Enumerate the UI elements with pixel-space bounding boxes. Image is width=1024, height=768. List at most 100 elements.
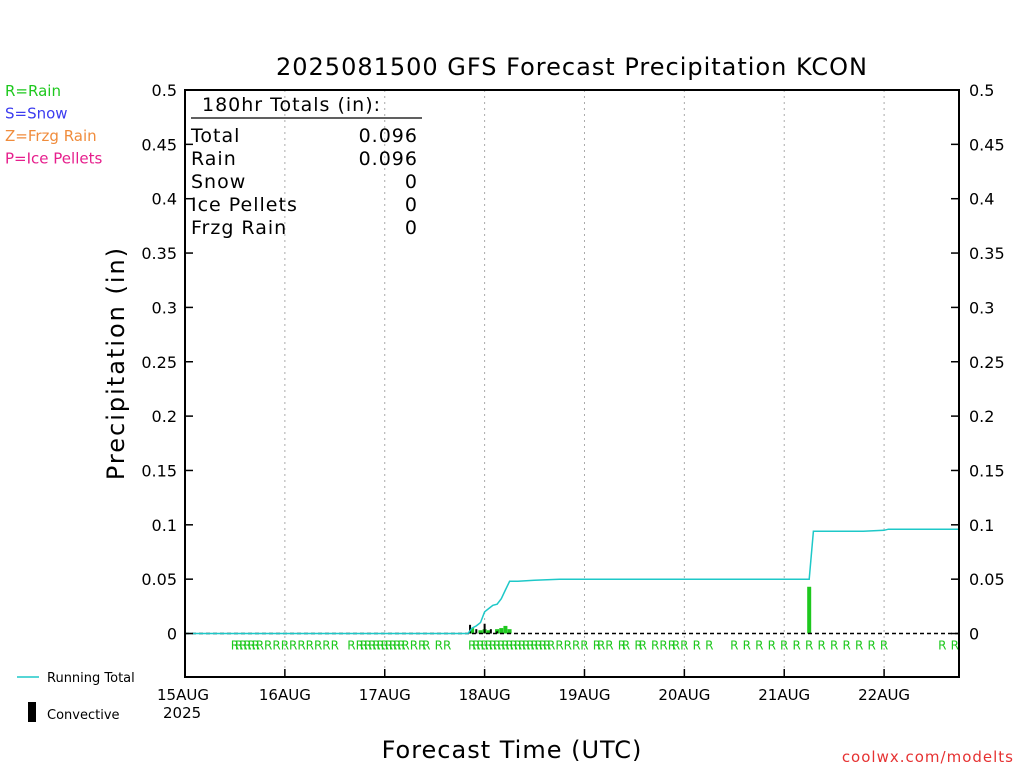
ptype-marker: R	[485, 639, 493, 653]
ptype-marker: R	[793, 639, 801, 653]
ptype-marker: R	[264, 639, 272, 653]
ptype-marker: R	[376, 639, 384, 653]
convective-bar	[489, 629, 492, 634]
ptype-marker: R	[867, 639, 875, 653]
ptype-marker: R	[368, 639, 376, 653]
totals-row-value: 0	[405, 171, 418, 193]
x-tick-label: 19AUG	[559, 686, 611, 704]
ptype-marker: R	[842, 639, 850, 653]
ptype-marker: R	[780, 639, 788, 653]
x-tick-label: 21AUG	[758, 686, 810, 704]
ptype-marker: R	[855, 639, 863, 653]
ptype-marker: R	[510, 639, 518, 653]
y-tick-label-left: 0.35	[141, 244, 177, 263]
y-tick-label-right: 0.3	[969, 298, 994, 317]
totals-row-value: 0	[405, 194, 418, 216]
ptype-marker: R	[501, 639, 509, 653]
ptype-marker: R	[693, 639, 701, 653]
ptype-marker: R	[639, 639, 647, 653]
ptype-marker: R	[235, 639, 243, 653]
x-axis-label: Forecast Time (UTC)	[382, 736, 643, 764]
ptype-marker: R	[547, 639, 555, 653]
ptype-marker: R	[468, 639, 476, 653]
legend-entry-ptype: Z=Frzg Rain	[5, 127, 97, 145]
totals-row-label: Snow	[191, 171, 246, 193]
ptype-marker: R	[497, 639, 505, 653]
ptype-marker: R	[393, 639, 401, 653]
y-tick-label-left: 0.1	[152, 516, 177, 535]
precip-type-legend: R=Rain S=Snow Z=Frzg Rain P=Ice Pellets	[5, 82, 102, 168]
legend-entry-ptype: S=Snow	[5, 105, 68, 123]
ptype-marker: R	[322, 639, 330, 653]
ptype-marker: R	[818, 639, 826, 653]
ptype-marker: R	[331, 639, 339, 653]
precipitation-bars	[470, 586, 812, 634]
y-tick-label-right: 0.4	[969, 190, 994, 209]
precip-bar	[478, 630, 483, 634]
ptype-marker: R	[572, 639, 580, 653]
y-tick-label-right: 0.5	[969, 81, 994, 100]
ptype-marker: R	[580, 639, 588, 653]
convective-bar	[475, 629, 478, 634]
convective-bars	[469, 623, 499, 634]
ptype-marker: R	[543, 639, 551, 653]
totals-row-label: Frzg Rain	[191, 217, 287, 239]
ptype-marker: R	[360, 639, 368, 653]
x-tick-label: 22AUG	[858, 686, 910, 704]
ptype-marker: R	[605, 639, 613, 653]
ptype-marker: R	[347, 639, 355, 653]
ptype-marker: R	[472, 639, 480, 653]
grid-lines	[284, 90, 885, 677]
ptype-marker: R	[705, 639, 713, 653]
convective-bar	[496, 631, 499, 634]
series-legend: Running Total Convective	[17, 671, 135, 723]
y-tick-label-left: 0.3	[152, 298, 177, 317]
ptype-marker: R	[597, 639, 605, 653]
ptype-marker: R	[951, 639, 959, 653]
y-tick-label-left: 0.4	[152, 190, 177, 209]
totals-box: 180hr Totals (in): Total 0.096 Rain 0.096 Sno…	[190, 94, 422, 239]
ptype-marker: R	[668, 639, 676, 653]
running-total-series	[185, 528, 959, 635]
legend-entry-ptype: P=Ice Pellets	[5, 150, 102, 168]
ptype-marker: R	[505, 639, 513, 653]
ptype-marker: R	[522, 639, 530, 653]
y-tick-label-right: 0.25	[969, 353, 1005, 372]
ptype-marker: R	[389, 639, 397, 653]
legend-entry-ptype: R=Rain	[5, 82, 61, 100]
year-label: 2025	[163, 704, 201, 722]
ptype-marker: R	[247, 639, 255, 653]
totals-row-value: 0	[405, 217, 418, 239]
precip-bar	[486, 630, 491, 634]
ptype-marker: R	[755, 639, 763, 653]
y-tick-label-right: 0.05	[969, 570, 1005, 589]
ptype-marker: R	[530, 639, 538, 653]
plot-frame	[184, 89, 960, 678]
y-tick-label-left: 0	[167, 625, 177, 644]
ptype-marker: R	[480, 639, 488, 653]
ptype-marker: R	[539, 639, 547, 653]
ptype-marker: R	[555, 639, 563, 653]
ptype-marker: R	[297, 639, 305, 653]
y-tick-label-right: 0.1	[969, 516, 994, 535]
precip-bar	[807, 586, 812, 634]
ptype-marker: R	[526, 639, 534, 653]
ptype-marker: R	[493, 639, 501, 653]
precip-bar	[503, 625, 508, 634]
ptype-marker: R	[672, 639, 680, 653]
y-tick-label-right: 0.35	[969, 244, 1005, 263]
y-tick-label-right: 0.15	[969, 461, 1005, 480]
watermark: coolwx.com/modelts	[842, 748, 1014, 766]
ptype-marker: R	[372, 639, 380, 653]
y-tick-label-left: 0.25	[141, 353, 177, 372]
ptype-marker: R	[680, 639, 688, 653]
ptype-marker: R	[418, 639, 426, 653]
y-axis-label: Precipitation (in)	[102, 246, 130, 480]
precip-bar	[507, 629, 512, 634]
ptype-marker: R	[231, 639, 239, 653]
ptype-marker: R	[535, 639, 543, 653]
y-tick-label-right: 0.2	[969, 407, 994, 426]
totals-row-label: Ice Pellets	[191, 194, 298, 216]
ptype-marker: R	[593, 639, 601, 653]
